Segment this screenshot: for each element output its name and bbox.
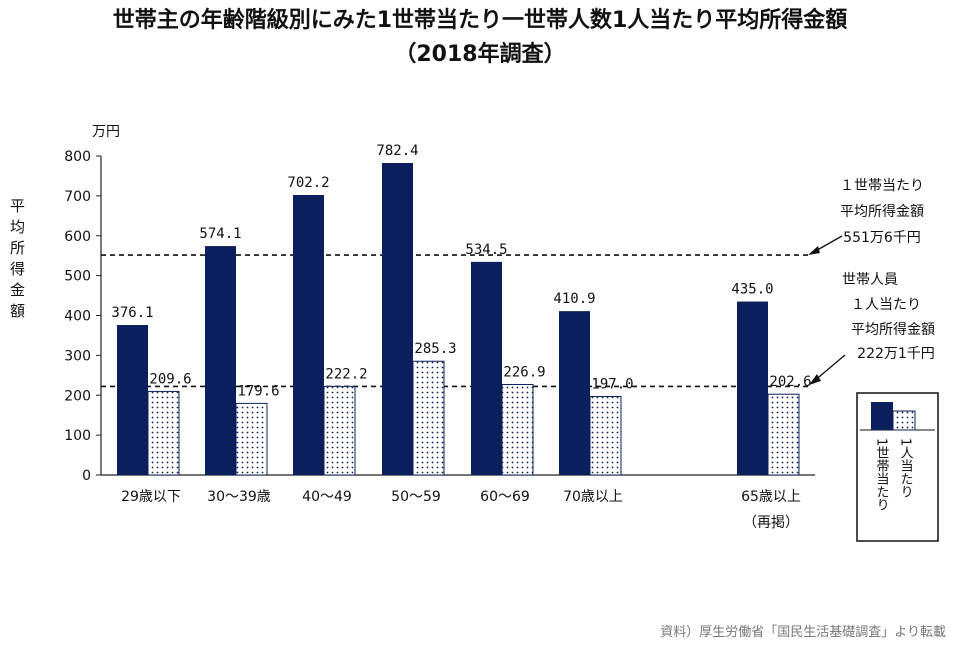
x-tick-label: 60～69: [480, 489, 530, 505]
y-tick-label: 200: [64, 388, 91, 404]
reference-annotation-1: １世帯当たり: [840, 178, 924, 194]
data-label: 410.9: [553, 291, 595, 307]
data-label: 222.2: [325, 366, 367, 382]
bar-household: [471, 261, 502, 475]
bar-household: [293, 194, 324, 476]
x-tick-label: 29歳以下: [121, 489, 181, 505]
data-label: 202.6: [769, 374, 811, 390]
y-tick-label: 700: [64, 189, 91, 205]
source-note: 資料）厚生労働省「国民生活基礎調査」より転載: [660, 625, 946, 640]
y-tick-label: 500: [64, 269, 91, 285]
bar-per-person: [235, 402, 268, 476]
x-tick-label: 40～49: [302, 489, 352, 505]
x-tick-label: 70歳以上: [563, 489, 623, 505]
y-tick-label: 400: [64, 309, 91, 325]
chart-title-line2: （2018年調査）: [394, 42, 566, 67]
data-label: 285.3: [414, 341, 456, 357]
data-label: 226.9: [503, 365, 545, 381]
bar-per-person: [412, 360, 445, 476]
data-label: 782.4: [376, 143, 418, 159]
legend-label-household: 1世帯当たり: [874, 438, 890, 512]
bar-per-person: [147, 390, 180, 476]
y-tick-label: 600: [64, 229, 91, 245]
bar-household: [117, 325, 148, 475]
bar-household: [559, 311, 590, 475]
data-label: 179.6: [237, 383, 279, 399]
data-label: 197.0: [591, 376, 633, 392]
data-label: 376.1: [111, 305, 153, 321]
bar-per-person: [767, 393, 800, 476]
data-label: 574.1: [199, 226, 241, 242]
y-axis-label: 平均所得金額: [8, 198, 26, 324]
data-label: 702.2: [287, 175, 329, 191]
bar-per-person: [323, 385, 356, 476]
reference-annotation-1: 551万6千円: [843, 230, 921, 246]
annotation-arrowhead-2: [809, 374, 821, 385]
bar-per-person: [501, 384, 534, 476]
legend-label-per-person: 1人当たり: [898, 438, 914, 499]
bar-household: [205, 246, 236, 475]
x-tick-note: （再掲）: [743, 515, 799, 531]
unit-label: 万円: [92, 124, 120, 140]
y-tick-label: 0: [82, 468, 91, 484]
reference-annotation-1: 平均所得金額: [840, 203, 924, 220]
data-label: 534.5: [465, 242, 507, 258]
x-tick-label: 65歳以上: [741, 489, 801, 505]
data-label: 435.0: [731, 282, 773, 298]
reference-annotation-2: 世帯人員: [842, 272, 898, 288]
data-label: 209.6: [149, 371, 191, 387]
bar-per-person: [589, 395, 622, 476]
y-tick-label: 800: [64, 149, 91, 165]
y-tick-label: 300: [64, 348, 91, 364]
reference-annotation-2: １人当たり: [851, 297, 921, 313]
reference-annotation-2: 平均所得金額: [851, 321, 935, 338]
reference-annotation-2: 222万1千円: [857, 346, 935, 362]
bar-household: [382, 163, 413, 475]
x-tick-label: 30～39歳: [207, 489, 271, 505]
chart-title-line1: 世帯主の年齢階級別にみた1世帯当たり一世帯人数1人当たり平均所得金額: [112, 8, 848, 33]
y-tick-label: 100: [64, 428, 91, 444]
legend-swatch-household: [871, 402, 893, 430]
bar-household: [737, 301, 768, 475]
legend-swatch-per-person: [892, 410, 916, 431]
annotation-arrowhead-1: [808, 246, 820, 255]
x-tick-label: 50～59: [391, 489, 441, 505]
